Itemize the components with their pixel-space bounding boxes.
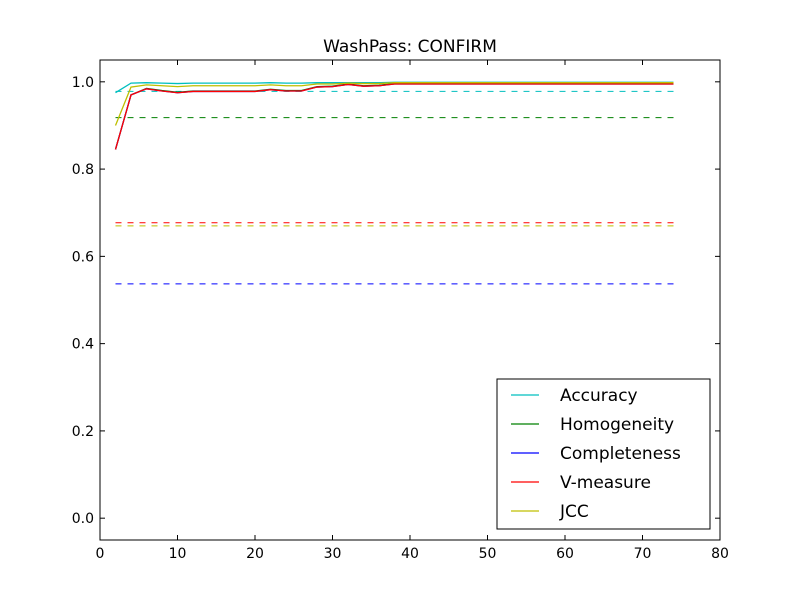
y-tick-label: 0.4 bbox=[72, 337, 94, 353]
x-tick-label: 80 bbox=[711, 546, 729, 562]
plot-area bbox=[114, 81, 674, 285]
x-tick-label: 50 bbox=[479, 546, 497, 562]
series-line-v-measure bbox=[114, 83, 674, 150]
series-line-jcc bbox=[114, 82, 674, 126]
series-lines bbox=[114, 81, 674, 150]
x-tick-label: 0 bbox=[96, 546, 105, 562]
legend-box bbox=[496, 378, 711, 530]
y-tick-label: 0.2 bbox=[72, 424, 94, 440]
x-tick-label: 40 bbox=[401, 546, 419, 562]
legend-label: Completeness bbox=[560, 444, 681, 464]
legend-label: JCC bbox=[559, 502, 589, 522]
y-tick-label: 0.0 bbox=[72, 511, 94, 527]
x-tick-label: 20 bbox=[246, 546, 264, 562]
x-tick-label: 30 bbox=[324, 546, 342, 562]
x-axis: 0 10 20 30 40 50 60 70 80 bbox=[96, 60, 729, 562]
legend-label: Homogeneity bbox=[560, 415, 674, 435]
y-tick-label: 0.6 bbox=[72, 249, 94, 265]
y-tick-label: 0.8 bbox=[72, 162, 94, 178]
legend-label: V-measure bbox=[560, 473, 651, 493]
x-tick-label: 10 bbox=[169, 546, 187, 562]
x-tick-label: 70 bbox=[634, 546, 652, 562]
legend: Accuracy Homogeneity Completeness V-measure… bbox=[496, 378, 711, 530]
y-axis: 0.0 0.2 0.4 0.6 0.8 1.0 bbox=[72, 75, 720, 527]
x-tick-label: 60 bbox=[556, 546, 574, 562]
baseline-lines bbox=[115, 90, 674, 285]
legend-label: Accuracy bbox=[560, 386, 638, 406]
chart-title: WashPass: CONFIRM bbox=[323, 37, 497, 57]
y-tick-label: 1.0 bbox=[72, 75, 94, 91]
